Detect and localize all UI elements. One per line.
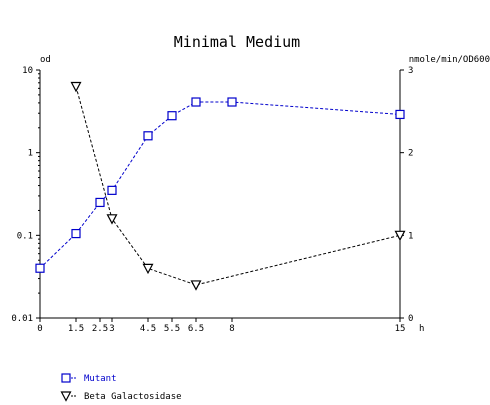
right-tick-label: 2 <box>408 149 413 159</box>
data-point-triangle <box>60 391 72 402</box>
data-point-square <box>191 97 201 107</box>
left-tick-label: 0.1 <box>17 231 33 241</box>
right-tick-label: 0 <box>408 314 413 324</box>
x-tick-label: 15 <box>395 324 406 334</box>
x-axis-label: h <box>419 324 424 334</box>
data-point-triangle <box>394 230 406 242</box>
left-axis-label: od <box>40 55 51 65</box>
data-point-square <box>95 197 105 208</box>
right-tick-label: 1 <box>408 231 413 241</box>
data-point-square <box>143 131 153 141</box>
x-tick-label: 5.5 <box>164 324 180 334</box>
x-tick-label: 2.5 <box>92 324 108 334</box>
data-point-square <box>227 97 237 107</box>
left-tick-label: 0.01 <box>11 314 33 324</box>
x-tick-label: 3 <box>109 324 114 334</box>
series-line <box>39 101 401 269</box>
data-point-square <box>35 263 45 273</box>
data-point-square <box>395 109 405 120</box>
x-tick-label: 1.5 <box>68 324 84 334</box>
series-line <box>75 86 401 286</box>
x-tick-label: 4.5 <box>140 324 156 334</box>
data-point-square <box>167 111 177 121</box>
series-layer <box>35 81 406 291</box>
x-tick-label: 6.5 <box>188 324 204 334</box>
left-tick-label: 1 <box>28 149 33 159</box>
legend: Mutant Beta Galactosidase <box>60 373 182 402</box>
data-point-triangle <box>190 280 202 291</box>
x-tick-label: 0 <box>37 324 42 334</box>
legend-label: Beta Galactosidase <box>84 392 182 402</box>
x-tick-label: 8 <box>229 324 234 334</box>
right-axis-label: nmole/min/OD600 <box>409 55 490 65</box>
data-point-triangle <box>70 81 82 93</box>
right-tick-label: 3 <box>408 66 413 76</box>
legend-label: Mutant <box>84 374 117 384</box>
data-point-triangle <box>142 263 154 275</box>
data-point-square <box>107 185 117 195</box>
data-point-triangle <box>106 214 118 225</box>
chart-title: Minimal Medium <box>174 33 300 51</box>
data-point-square <box>71 228 81 239</box>
left-tick-label: 10 <box>22 66 33 76</box>
data-point-square <box>61 373 71 383</box>
